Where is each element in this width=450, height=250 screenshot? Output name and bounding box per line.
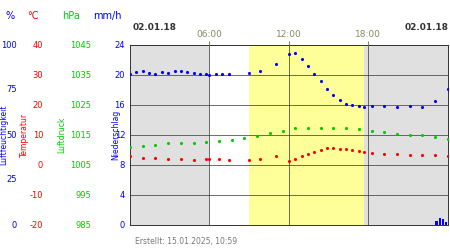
Text: 20: 20: [33, 100, 43, 110]
Text: 8: 8: [120, 160, 125, 170]
Text: 02.01.18: 02.01.18: [405, 23, 449, 32]
Text: 0: 0: [120, 220, 125, 230]
Text: 1005: 1005: [70, 160, 91, 170]
Text: 12: 12: [115, 130, 125, 140]
Text: 25: 25: [7, 176, 17, 184]
Text: 985: 985: [75, 220, 91, 230]
Text: 30: 30: [32, 70, 43, 80]
Bar: [209, 45, 249, 225]
Text: mm/h: mm/h: [93, 11, 122, 21]
Text: 1015: 1015: [70, 130, 91, 140]
Bar: [364, 45, 448, 225]
Text: 20: 20: [115, 70, 125, 80]
Text: 24: 24: [115, 40, 125, 50]
Bar: [442, 219, 444, 225]
Text: 40: 40: [33, 40, 43, 50]
Text: -10: -10: [30, 190, 43, 200]
Text: Temperatur: Temperatur: [20, 113, 29, 157]
Text: Niederschlag: Niederschlag: [112, 110, 121, 160]
Text: 02.01.18: 02.01.18: [132, 23, 176, 32]
Text: Luftfeuchtigkeit: Luftfeuchtigkeit: [0, 105, 8, 165]
Text: 16: 16: [114, 100, 125, 110]
Bar: [435, 221, 438, 225]
Bar: [445, 222, 447, 225]
Text: 1045: 1045: [70, 40, 91, 50]
Text: 50: 50: [7, 130, 17, 140]
Text: 100: 100: [1, 40, 17, 50]
Bar: [439, 218, 441, 225]
Text: Erstellt: 15.01.2025, 10:59: Erstellt: 15.01.2025, 10:59: [135, 237, 237, 246]
Text: °C: °C: [27, 11, 38, 21]
Text: 10: 10: [33, 130, 43, 140]
Text: 0: 0: [38, 160, 43, 170]
Text: Luftdruck: Luftdruck: [58, 117, 67, 153]
Text: 995: 995: [75, 190, 91, 200]
Text: -20: -20: [30, 220, 43, 230]
Text: 0: 0: [12, 220, 17, 230]
Text: hPa: hPa: [62, 11, 80, 21]
Text: 4: 4: [120, 190, 125, 200]
Bar: [130, 45, 209, 225]
Bar: [249, 45, 364, 225]
Text: 1025: 1025: [70, 100, 91, 110]
Text: 1035: 1035: [70, 70, 91, 80]
Text: 75: 75: [6, 86, 17, 94]
Text: %: %: [5, 11, 14, 21]
